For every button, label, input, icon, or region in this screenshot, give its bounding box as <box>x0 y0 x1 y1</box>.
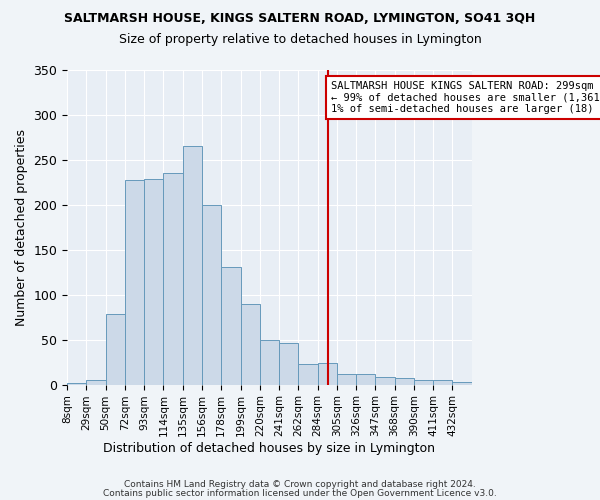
Bar <box>376 378 395 384</box>
Bar <box>433 380 452 384</box>
Bar <box>202 205 221 384</box>
Bar <box>260 340 279 384</box>
Bar <box>337 374 356 384</box>
Bar <box>67 383 86 384</box>
Bar <box>452 382 472 384</box>
Bar <box>183 146 202 384</box>
Text: Contains HM Land Registry data © Crown copyright and database right 2024.: Contains HM Land Registry data © Crown c… <box>124 480 476 489</box>
Text: Contains public sector information licensed under the Open Government Licence v3: Contains public sector information licen… <box>103 488 497 498</box>
Bar <box>221 267 241 384</box>
Text: Size of property relative to detached houses in Lymington: Size of property relative to detached ho… <box>119 32 481 46</box>
Bar <box>125 180 144 384</box>
Bar <box>317 363 337 384</box>
Text: SALTMARSH HOUSE, KINGS SALTERN ROAD, LYMINGTON, SO41 3QH: SALTMARSH HOUSE, KINGS SALTERN ROAD, LYM… <box>64 12 536 26</box>
Y-axis label: Number of detached properties: Number of detached properties <box>15 129 28 326</box>
Bar <box>144 179 163 384</box>
Bar <box>298 364 317 384</box>
Text: SALTMARSH HOUSE KINGS SALTERN ROAD: 299sqm
← 99% of detached houses are smaller : SALTMARSH HOUSE KINGS SALTERN ROAD: 299s… <box>331 81 600 114</box>
Bar <box>414 380 433 384</box>
Bar <box>106 314 125 384</box>
Bar <box>395 378 414 384</box>
Bar <box>241 304 260 384</box>
Bar <box>86 380 106 384</box>
Bar <box>356 374 376 384</box>
Bar <box>279 344 298 384</box>
X-axis label: Distribution of detached houses by size in Lymington: Distribution of detached houses by size … <box>103 442 436 455</box>
Bar <box>163 174 183 384</box>
